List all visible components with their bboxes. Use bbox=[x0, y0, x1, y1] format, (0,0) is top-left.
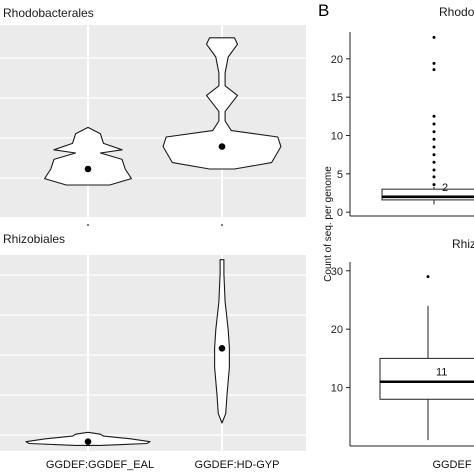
panel-label-b: B bbox=[318, 1, 329, 20]
outlier-point bbox=[432, 160, 436, 164]
mean-point bbox=[218, 143, 226, 150]
y-ticks: 0 5 10 15 20 bbox=[331, 54, 350, 219]
violin-panel-rhodobacterales: Rhodobacterales bbox=[0, 6, 306, 226]
plot-background bbox=[0, 255, 306, 451]
outlier-point bbox=[432, 137, 436, 141]
strip-title-rhodobacterales: Rhodobacterales bbox=[3, 6, 94, 20]
y-tick-label: 0 bbox=[337, 207, 343, 219]
y-axis-label: Count of seq. per genome bbox=[323, 166, 334, 282]
boxplot-rhodo: 2 bbox=[381, 35, 474, 205]
outlier-point bbox=[432, 145, 436, 149]
violin-ggdef-ggdef-eal bbox=[44, 126, 132, 186]
box-panel-rhiz: Rhiz 10 20 30 11 GGDEF bbox=[331, 237, 474, 471]
median-annotation: 2 bbox=[442, 182, 448, 194]
y-tick-label: 20 bbox=[331, 54, 343, 66]
x-tick-label-ggdef-hd-gyp: GGDEF:HD-GYP bbox=[195, 459, 280, 471]
box-panel-rhodo: B Rhodo 0 5 10 15 20 2 bbox=[318, 1, 474, 219]
y-tick-label: 15 bbox=[331, 92, 343, 104]
mean-point bbox=[218, 345, 226, 352]
violin-ggdef-hd-gyp bbox=[214, 259, 230, 424]
strip-title-rhodo: Rhodo bbox=[439, 5, 474, 19]
violins-rhodobacterales bbox=[44, 37, 282, 186]
boxplot-rhiz: 11 bbox=[379, 275, 474, 441]
outlier-point bbox=[426, 275, 430, 279]
outlier-point bbox=[432, 61, 436, 65]
x-tick-mark bbox=[87, 224, 89, 226]
outlier-point bbox=[432, 130, 436, 134]
strip-title-rhiz: Rhiz bbox=[452, 237, 474, 251]
outlier-point bbox=[432, 114, 436, 118]
violin-ggdef-hd-gyp bbox=[162, 37, 282, 170]
y-tick-label: 10 bbox=[331, 383, 343, 395]
y-tick-label: 5 bbox=[337, 169, 343, 181]
outlier-point bbox=[432, 153, 436, 157]
y-tick-label: 20 bbox=[331, 324, 343, 336]
outlier-point bbox=[432, 68, 436, 72]
x-tick-mark bbox=[221, 224, 223, 226]
box bbox=[381, 188, 474, 201]
plot-background bbox=[0, 25, 306, 217]
outlier-point bbox=[432, 168, 436, 172]
violin-panel-rhizobiales: Rhizobiales GGDEF:GGDEF_EAL GGDEF:HD-GYP bbox=[0, 232, 306, 471]
y-ticks: 10 20 30 bbox=[331, 266, 350, 395]
x-tick-label-ggdef: GGDEF bbox=[432, 459, 471, 471]
box bbox=[379, 357, 474, 400]
outlier-point bbox=[432, 35, 436, 39]
y-tick-label: 30 bbox=[331, 266, 343, 278]
mean-point bbox=[84, 438, 92, 446]
strip-title-rhizobiales: Rhizobiales bbox=[3, 232, 65, 246]
violins-rhizobiales bbox=[25, 259, 230, 446]
outlier-point bbox=[432, 183, 436, 187]
y-tick-label: 10 bbox=[331, 131, 343, 143]
x-tick-label-ggdef-ggdef-eal: GGDEF:GGDEF_EAL bbox=[46, 459, 154, 471]
outlier-point bbox=[432, 175, 436, 179]
outlier-point bbox=[432, 122, 436, 126]
median-annotation: 11 bbox=[436, 367, 447, 379]
mean-point bbox=[84, 165, 92, 173]
